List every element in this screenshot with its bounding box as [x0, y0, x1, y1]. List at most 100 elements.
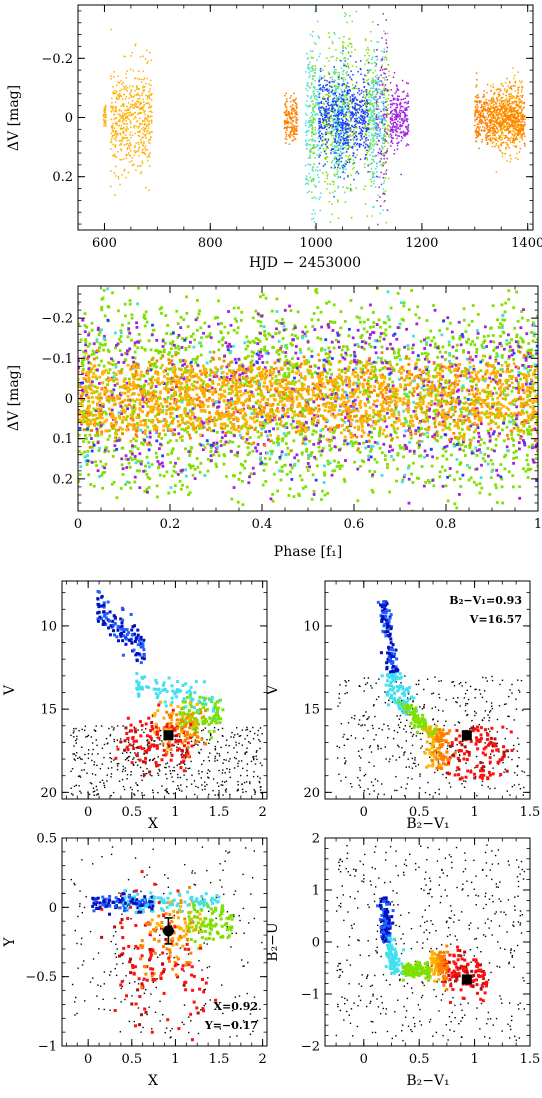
light-curve-point — [322, 139, 325, 141]
light-curve-point — [141, 144, 144, 146]
light-curve-point — [327, 71, 330, 73]
light-curve-point — [391, 117, 393, 120]
light-curve-point — [308, 72, 311, 74]
light-curve-point — [365, 130, 368, 132]
light-curve-point — [360, 114, 362, 117]
light-curve-point — [145, 125, 148, 128]
light-curve-point — [384, 108, 387, 111]
phase-point — [356, 448, 360, 452]
light-curve-point — [323, 138, 326, 141]
light-curve-point — [339, 144, 342, 147]
light-curve-point — [381, 64, 383, 67]
phase-point — [501, 318, 505, 322]
phase-point — [111, 399, 115, 403]
light-curve-point — [353, 178, 355, 181]
light-curve-point — [325, 93, 327, 96]
light-curve-point — [371, 215, 374, 217]
light-curve-point — [338, 161, 341, 163]
light-curve-point — [337, 115, 339, 117]
light-curve-point — [500, 113, 503, 116]
light-curve-point — [312, 91, 314, 93]
phase-point — [169, 367, 173, 371]
light-curve-point — [385, 59, 388, 61]
light-curve-point — [376, 98, 379, 101]
light-curve-point — [497, 123, 500, 125]
light-curve-point — [400, 124, 402, 126]
light-curve-point — [141, 149, 144, 151]
light-curve-point — [291, 123, 293, 125]
light-curve-point — [357, 71, 359, 73]
light-curve-point — [479, 134, 482, 136]
light-curve-point — [333, 85, 336, 88]
light-curve-point — [326, 156, 328, 158]
light-curve-point — [312, 86, 315, 89]
light-curve-point — [495, 102, 497, 104]
light-curve-point — [122, 131, 124, 134]
light-curve-point — [125, 154, 128, 157]
light-curve-point — [334, 136, 337, 138]
light-curve-point — [332, 124, 334, 126]
phase-point — [124, 483, 128, 486]
light-curve-point — [306, 57, 309, 60]
light-curve-point — [376, 118, 379, 121]
light-curve-point — [356, 138, 358, 140]
light-curve-point — [316, 101, 318, 104]
light-curve-point — [507, 103, 510, 106]
light-curve-point — [284, 123, 286, 126]
light-curve-point — [388, 135, 390, 138]
light-curve-point — [148, 96, 150, 98]
light-curve-point — [313, 184, 316, 187]
light-curve-point — [119, 158, 121, 161]
light-curve-point — [342, 101, 344, 103]
light-curve-point — [309, 105, 312, 107]
light-curve-point — [144, 147, 146, 149]
phase-point — [235, 319, 239, 323]
light-curve-point — [380, 67, 383, 69]
phase-point — [358, 316, 361, 320]
light-curve-point — [114, 194, 116, 196]
phase-point — [345, 345, 349, 349]
light-curve-point — [120, 95, 123, 98]
light-curve-point — [506, 121, 509, 124]
light-curve-point — [344, 112, 347, 114]
light-curve-point — [399, 115, 401, 117]
light-curve-point — [519, 123, 522, 126]
light-curve-point — [490, 102, 493, 104]
phase-point — [332, 388, 336, 391]
light-curve-point — [391, 104, 393, 106]
light-curve-point — [480, 104, 483, 106]
light-curve-point — [340, 108, 343, 111]
light-curve-point — [294, 137, 296, 140]
light-curve-point — [482, 106, 484, 108]
light-curve-point — [294, 125, 296, 127]
light-curve-point — [349, 96, 352, 98]
light-curve-point — [104, 108, 107, 111]
light-curve-point — [511, 112, 513, 115]
light-curve-point — [365, 59, 368, 62]
light-curve-point — [401, 119, 403, 122]
light-curve-point — [335, 103, 338, 106]
light-curve-point — [337, 106, 340, 109]
light-curve-point — [318, 37, 320, 39]
light-curve-point — [483, 103, 485, 106]
light-curve-point — [305, 87, 307, 90]
light-curve-point — [310, 124, 312, 126]
light-curve-point — [399, 112, 402, 115]
light-curve-point — [363, 100, 366, 102]
light-curve-point — [384, 89, 387, 92]
light-curve-point — [314, 72, 316, 74]
light-curve-point — [326, 161, 329, 163]
phase-point — [167, 424, 170, 427]
phase-point — [206, 442, 210, 446]
light-curve-point — [285, 129, 288, 131]
light-curve-point — [513, 121, 515, 123]
light-curve-point — [397, 115, 400, 118]
light-curve-point — [511, 114, 513, 117]
light-curve-point — [102, 118, 105, 121]
light-curve-point — [365, 102, 368, 104]
light-curve-point — [103, 124, 105, 127]
light-curve-point — [291, 129, 293, 131]
phase-point — [493, 366, 497, 370]
light-curve-point — [353, 86, 355, 89]
light-curve-point — [368, 93, 371, 95]
